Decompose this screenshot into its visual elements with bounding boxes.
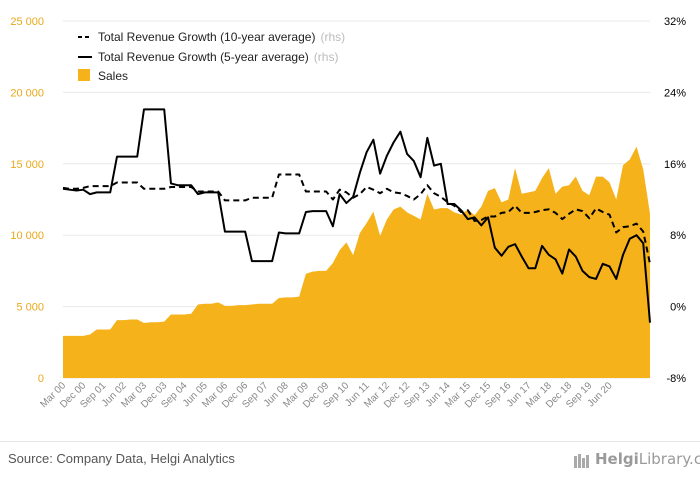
y-right-tick-label: 24% (664, 87, 686, 99)
source-note: Source: Company Data, Helgi Analytics (8, 451, 235, 466)
y-right-tick-label: 16% (664, 159, 686, 171)
revenue-growth-chart: 0 5 000 10 000 15 000 20 000 25 000 -8% 0% 8% 16… (10, 16, 686, 411)
brand-library: Library.com (638, 450, 700, 468)
sales-area (63, 146, 650, 378)
y-right-tick-label: -8% (666, 373, 686, 385)
sales-area-series (63, 146, 650, 378)
y-left-tick-label: 25 000 (10, 16, 44, 28)
y-right-tick-label: 8% (670, 230, 686, 242)
left-axis: 0 5 000 10 000 15 000 20 000 25 000 (10, 16, 44, 385)
y-left-tick-label: 10 000 (10, 230, 44, 242)
y-left-tick-label: 0 (38, 373, 44, 385)
chart-legend: Total Revenue Growth (10-year average) (… (78, 30, 345, 83)
helgi-library-logo: HelgiLibrary.com (573, 449, 700, 471)
legend-item-5yr: Total Revenue Growth (5-year average) (r… (78, 50, 338, 64)
growth-10yr-line (62, 173, 651, 264)
growth-5yr-line (62, 108, 651, 323)
y-right-tick-label: 32% (664, 16, 686, 28)
legend-rhs-tag: (rhs) (321, 30, 346, 44)
legend-label-sales: Sales (98, 69, 128, 83)
footer-divider (0, 441, 700, 442)
legend-item-sales: Sales (78, 69, 128, 83)
growth-lines (62, 108, 651, 323)
brand-helgi: Helgi (595, 450, 639, 468)
y-left-tick-label: 5 000 (16, 302, 44, 314)
y-left-tick-label: 15 000 (10, 159, 44, 171)
legend-item-10yr: Total Revenue Growth (10-year average) (… (78, 30, 345, 44)
legend-label-10yr: Total Revenue Growth (10-year average) (98, 30, 315, 44)
y-left-tick-label: 20 000 (10, 87, 44, 99)
brand-wordmark: HelgiLibrary.com (595, 450, 700, 468)
y-right-tick-label: 0% (670, 302, 686, 314)
books-icon (574, 454, 589, 468)
legend-label-5yr: Total Revenue Growth (5-year average) (98, 50, 309, 64)
right-axis: -8% 0% 8% 16% 24% 32% (664, 16, 686, 385)
legend-swatch-area (78, 69, 90, 81)
legend-rhs-tag: (rhs) (314, 50, 339, 64)
